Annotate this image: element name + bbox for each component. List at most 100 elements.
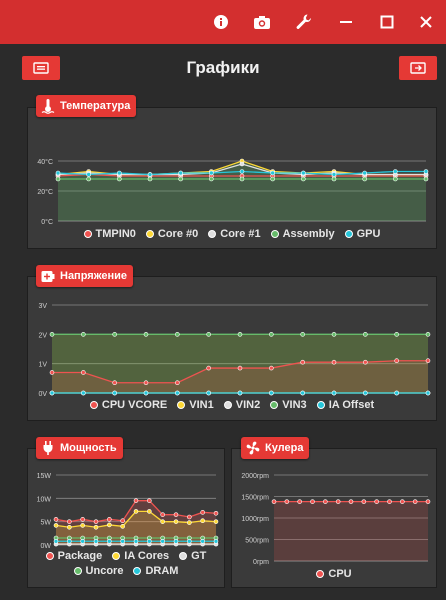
legend-item[interactable]: TMPIN0 bbox=[83, 226, 136, 241]
wrench-icon[interactable] bbox=[292, 10, 316, 34]
exit-card-button[interactable] bbox=[399, 56, 437, 80]
data-point bbox=[209, 176, 214, 182]
data-point bbox=[147, 498, 152, 503]
legend-item[interactable]: VIN1 bbox=[177, 397, 214, 412]
y-tick-label: 0°C bbox=[41, 218, 53, 226]
data-point bbox=[270, 176, 275, 182]
legend-label: Core #1 bbox=[220, 227, 261, 240]
legend-label: TMPIN0 bbox=[95, 227, 136, 240]
data-point bbox=[80, 538, 85, 544]
legend-item[interactable]: Package bbox=[45, 548, 103, 563]
legend-item[interactable]: GPU bbox=[344, 226, 380, 241]
y-tick-label: 20°C bbox=[37, 188, 53, 196]
data-point bbox=[49, 390, 55, 396]
y-tick-label: 5W bbox=[41, 520, 52, 527]
data-point bbox=[297, 499, 302, 504]
legend-swatch bbox=[112, 551, 121, 560]
data-point bbox=[213, 538, 219, 544]
legend-item[interactable]: IA Cores bbox=[112, 548, 169, 563]
legend-item[interactable]: VIN2 bbox=[223, 397, 260, 412]
window-titlebar bbox=[0, 0, 446, 44]
voltage-legend: CPU VCORE VIN1 VIN2 VIN3 IA Offset bbox=[28, 397, 436, 412]
power-chart: 0W 5W 10W 15W bbox=[37, 473, 219, 550]
data-point bbox=[67, 538, 72, 544]
legend-item[interactable]: VIN3 bbox=[270, 397, 307, 412]
data-point bbox=[120, 524, 125, 529]
legend-swatch bbox=[270, 229, 279, 238]
data-point bbox=[112, 332, 117, 337]
data-point bbox=[187, 520, 192, 525]
data-point bbox=[363, 390, 368, 396]
data-point bbox=[209, 170, 214, 176]
y-tick-label: 2V bbox=[38, 332, 47, 339]
data-point bbox=[107, 517, 112, 522]
data-point bbox=[160, 538, 165, 544]
data-point bbox=[239, 169, 245, 174]
camera-icon[interactable] bbox=[250, 10, 274, 34]
voltage-chart: 0V 1V 2V 3V bbox=[38, 303, 431, 398]
data-point bbox=[239, 161, 245, 167]
data-point bbox=[331, 176, 337, 182]
data-point bbox=[178, 176, 183, 182]
data-point bbox=[271, 499, 277, 504]
legend-item[interactable]: Core #1 bbox=[208, 226, 261, 241]
data-point bbox=[147, 509, 152, 514]
thermometer-icon bbox=[41, 99, 55, 114]
data-point bbox=[86, 172, 91, 177]
data-point bbox=[81, 370, 86, 375]
legend-item[interactable]: Assembly bbox=[270, 226, 335, 241]
data-point bbox=[178, 170, 183, 176]
list-card-icon bbox=[33, 62, 49, 74]
legend-swatch bbox=[145, 229, 154, 238]
data-point bbox=[400, 499, 405, 504]
data-point bbox=[270, 170, 275, 176]
series-area bbox=[56, 500, 216, 545]
legend-label: Package bbox=[57, 549, 103, 562]
data-point bbox=[53, 538, 59, 544]
legend-item[interactable]: CPU bbox=[316, 566, 352, 581]
y-tick-label: 1V bbox=[38, 362, 47, 369]
legend-label: IA Cores bbox=[124, 549, 170, 562]
legend-item[interactable]: IA Offset bbox=[316, 397, 374, 412]
power-badge: Мощность bbox=[36, 437, 123, 459]
temperature-chart: 0°C 20°C 40°C bbox=[37, 158, 429, 226]
power-legend: Package IA Cores GT Uncore DRAM bbox=[28, 548, 224, 578]
legend-swatch bbox=[316, 569, 325, 578]
data-point bbox=[53, 517, 59, 522]
list-card-button[interactable] bbox=[22, 56, 60, 80]
temperature-legend: TMPIN0 Core #0 Core #1 Assembly GPU bbox=[28, 226, 436, 241]
data-point bbox=[143, 332, 149, 337]
minimize-icon[interactable] bbox=[334, 10, 358, 34]
data-point bbox=[117, 170, 122, 176]
legend-item[interactable]: GT bbox=[179, 548, 206, 563]
data-point bbox=[363, 359, 368, 365]
data-point bbox=[120, 538, 125, 544]
info-icon[interactable] bbox=[209, 10, 233, 34]
data-point bbox=[393, 169, 398, 174]
legend-item[interactable]: DRAM bbox=[133, 563, 178, 578]
legend-item[interactable]: CPU VCORE bbox=[89, 397, 168, 412]
y-tick-label: 1000rpm bbox=[241, 516, 269, 523]
legend-item[interactable]: Core #0 bbox=[145, 226, 198, 241]
data-point bbox=[200, 510, 205, 515]
legend-item[interactable]: Uncore bbox=[73, 563, 123, 578]
legend-swatch bbox=[344, 229, 353, 238]
data-point bbox=[374, 499, 379, 504]
maximize-icon[interactable] bbox=[375, 10, 399, 34]
temperature-panel: 0°C 20°C 40°C TMPIN0 Core #0 Core #1 Assembly… bbox=[27, 107, 437, 249]
y-tick-label: 0V bbox=[38, 391, 47, 398]
close-icon[interactable] bbox=[414, 10, 438, 34]
legend-label: CPU VCORE bbox=[101, 398, 168, 411]
legend-swatch bbox=[177, 400, 186, 409]
fans-badge: Кулера bbox=[241, 437, 310, 459]
data-point bbox=[425, 332, 431, 337]
data-point bbox=[200, 538, 205, 544]
data-point bbox=[237, 390, 243, 396]
data-point bbox=[425, 358, 431, 364]
legend-swatch bbox=[270, 400, 279, 409]
data-point bbox=[187, 514, 192, 520]
data-point bbox=[331, 390, 337, 396]
data-point bbox=[300, 390, 305, 396]
data-point bbox=[425, 390, 431, 396]
data-point bbox=[348, 499, 354, 504]
